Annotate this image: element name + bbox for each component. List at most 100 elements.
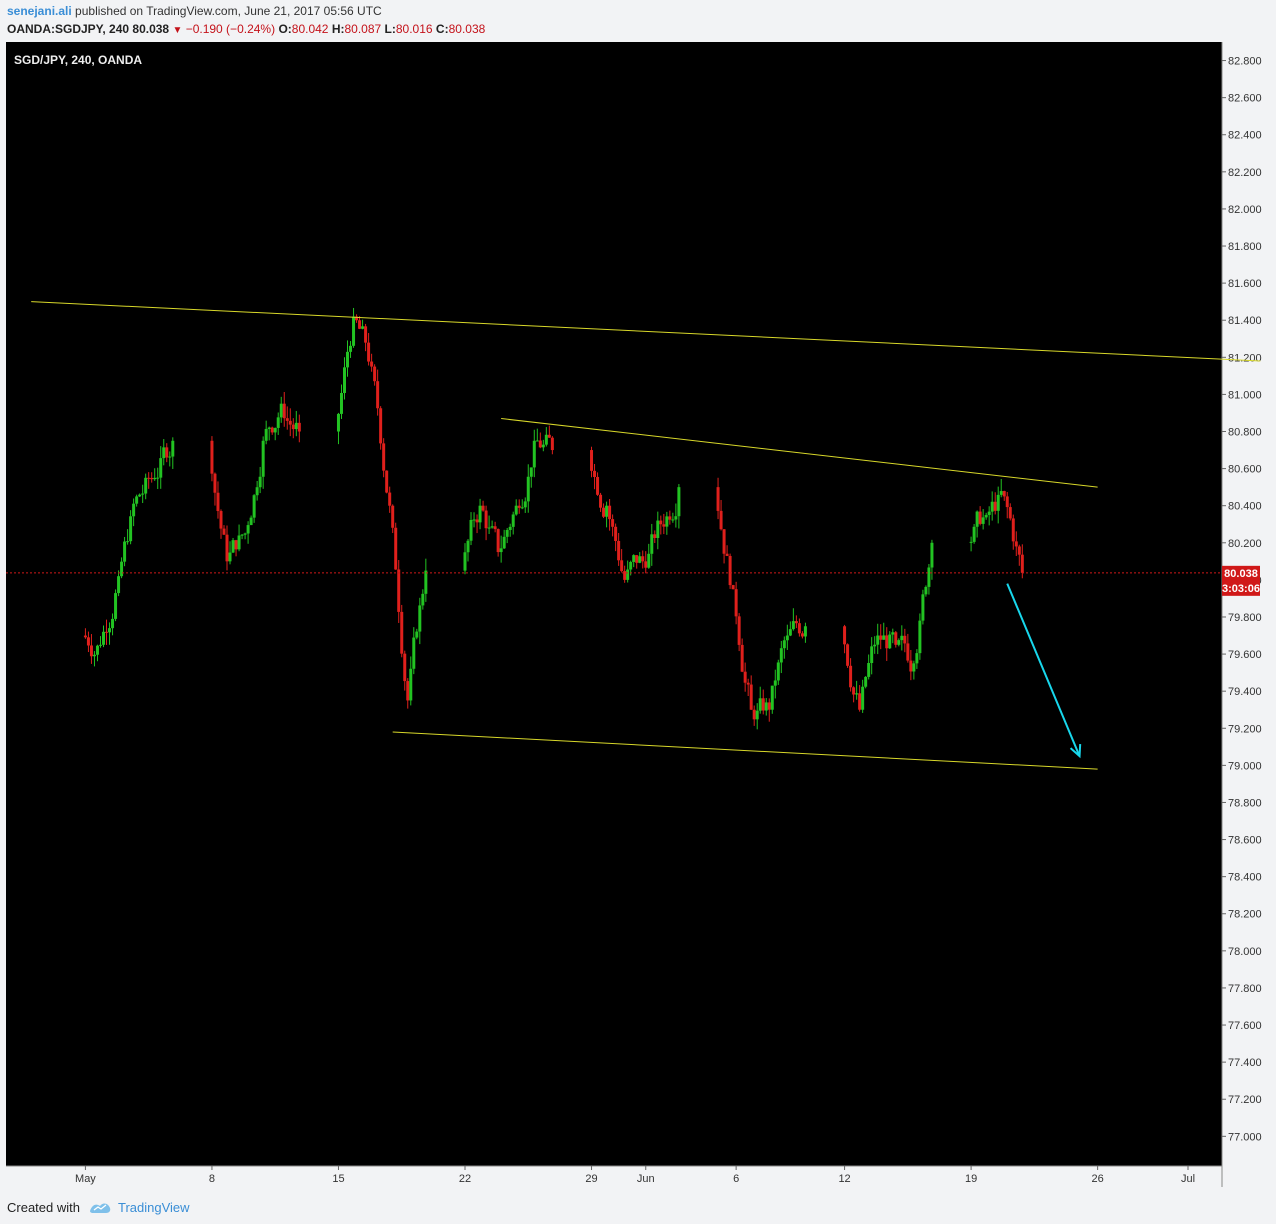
quote-line: OANDA:SGDJPY, 240 80.038 ▼ −0.190 (−0.24… xyxy=(7,22,485,36)
candle-body xyxy=(776,662,780,681)
candle-body xyxy=(770,685,774,710)
candle-body xyxy=(800,633,804,637)
candle-body xyxy=(975,511,979,527)
author-link[interactable]: senejani.ali xyxy=(7,4,72,18)
y-tick-label: 79.000 xyxy=(1228,760,1262,772)
candle-body xyxy=(336,413,340,432)
candle-body xyxy=(415,631,419,638)
y-tick-label: 81.400 xyxy=(1228,315,1262,327)
candle-body xyxy=(222,528,226,535)
candle-body xyxy=(297,422,301,432)
candle-body xyxy=(153,477,157,480)
candle-body xyxy=(659,520,663,525)
candle-body xyxy=(999,491,1003,495)
candle-body xyxy=(749,684,753,710)
candle-body xyxy=(294,422,298,430)
candle-body xyxy=(343,367,346,393)
tradingview-logo-icon[interactable] xyxy=(88,1200,112,1214)
candle-body xyxy=(755,710,759,720)
candle-body xyxy=(638,556,642,563)
candle-body xyxy=(258,476,262,488)
candle-body xyxy=(665,516,669,527)
candle-body xyxy=(650,534,654,554)
candle-body xyxy=(421,593,425,606)
candle-body xyxy=(352,316,356,346)
plot-area[interactable] xyxy=(6,42,1222,1166)
candle-body xyxy=(605,505,609,517)
candle-body xyxy=(231,540,235,553)
candle-body xyxy=(716,487,720,511)
candle-body xyxy=(987,511,991,515)
candle-body xyxy=(972,526,976,542)
last-price-tag: 80.038 3:03:06 xyxy=(1222,565,1260,596)
candle-body xyxy=(361,326,365,329)
last-price-tag-value: 80.038 xyxy=(1224,568,1258,580)
candle-body xyxy=(517,505,521,508)
candle-body xyxy=(487,527,491,529)
candle-body xyxy=(252,495,256,518)
candle-body xyxy=(746,682,750,685)
candle-body xyxy=(86,637,90,646)
candle-body xyxy=(903,635,907,644)
candle-body xyxy=(285,418,289,421)
trendline[interactable] xyxy=(31,301,1261,362)
candle-body xyxy=(593,470,597,477)
candle-body xyxy=(424,570,428,594)
y-tick-label: 79.800 xyxy=(1228,612,1262,624)
candle-body xyxy=(719,510,723,530)
candle-body xyxy=(608,505,612,520)
candle-body xyxy=(602,507,606,517)
candle-body xyxy=(803,626,807,637)
time-axis[interactable] xyxy=(6,1166,1272,1187)
candle-body xyxy=(162,447,166,459)
x-tick-label: 15 xyxy=(332,1173,344,1185)
price-axis[interactable] xyxy=(1222,42,1272,1187)
candle-body xyxy=(216,492,220,512)
candle-body xyxy=(279,403,283,418)
projection-arrow[interactable] xyxy=(1006,583,1081,757)
candle-body xyxy=(590,450,594,471)
open-label: O: xyxy=(278,22,292,36)
candle-body xyxy=(797,623,801,634)
candle-body xyxy=(855,693,859,695)
candle-body xyxy=(888,634,892,649)
y-tick-label: 78.000 xyxy=(1228,946,1262,958)
candle-body xyxy=(412,637,416,669)
candle-body xyxy=(138,494,142,497)
candle-body xyxy=(511,514,515,527)
candle-body xyxy=(267,427,271,429)
candle-body xyxy=(1014,541,1018,547)
candle-body xyxy=(339,392,343,414)
close-value: 80.038 xyxy=(448,22,486,36)
candle-body xyxy=(98,644,102,646)
open-value: 80.042 xyxy=(291,22,329,36)
candle-body xyxy=(764,702,768,711)
candle-body xyxy=(900,635,904,641)
y-tick-label: 82.200 xyxy=(1228,167,1262,179)
candle-body xyxy=(873,644,877,647)
candle-body xyxy=(406,681,410,701)
candle-body xyxy=(1020,554,1024,573)
y-tick-label: 82.800 xyxy=(1228,56,1262,68)
candle-body xyxy=(849,665,853,688)
candle-body xyxy=(674,516,678,520)
publication-text: published on TradingView.com, June 21, 2… xyxy=(75,4,382,18)
candle-body xyxy=(734,589,738,617)
tradingview-link[interactable]: TradingView xyxy=(117,1199,190,1215)
candle-body xyxy=(924,586,928,595)
candle-body xyxy=(541,444,545,448)
candle-body xyxy=(629,561,633,570)
chart-container[interactable]: 82.800 82.600 82.400 82.200 82.000 81.800 81.6… xyxy=(6,42,1272,1187)
candle-body xyxy=(523,501,527,508)
candle-body xyxy=(767,702,771,710)
chart-title: SGD/JPY, 240, OANDA xyxy=(14,53,142,67)
candle-body xyxy=(228,552,232,562)
publication-line: senejani.ali published on TradingView.co… xyxy=(7,4,382,18)
price-chart[interactable]: 82.800 82.600 82.400 82.200 82.000 81.800 81.6… xyxy=(6,42,1272,1187)
trendline[interactable] xyxy=(392,731,1098,770)
trendline[interactable] xyxy=(501,418,1098,488)
candle-body xyxy=(653,534,657,538)
x-tick-label: 8 xyxy=(209,1173,215,1185)
candle-body xyxy=(731,585,735,590)
y-tick-label: 81.600 xyxy=(1228,278,1262,290)
